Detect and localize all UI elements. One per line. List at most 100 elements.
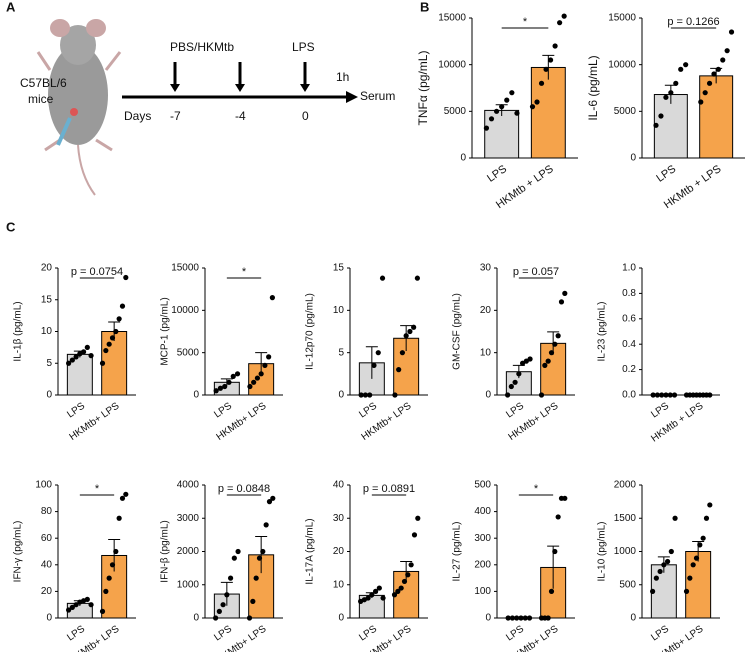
data-point [720, 57, 726, 63]
x-tick-label: LPS [65, 400, 87, 420]
mouse-illustration [36, 19, 122, 196]
data-point [661, 562, 667, 568]
data-point [119, 495, 126, 501]
data-point [509, 615, 516, 621]
data-point [653, 575, 659, 581]
data-point [250, 598, 256, 604]
x-tick-label: LPS [357, 623, 379, 643]
data-point [683, 62, 689, 68]
data-point [508, 383, 514, 390]
endpoint: Serum [360, 89, 395, 103]
error-bar [365, 346, 378, 379]
data-point [395, 588, 401, 595]
data-point [371, 362, 377, 368]
data-point [66, 360, 72, 366]
bar [530, 66, 566, 159]
data-point [254, 375, 261, 381]
y-tick-label: 10000 [438, 59, 466, 70]
y-axis-label: IL-10 (pg/mL) [597, 521, 608, 581]
data-point [375, 350, 381, 356]
significance-label: p = 0.1266 [667, 16, 719, 28]
data-point [380, 595, 386, 601]
y-tick-label: 400 [474, 506, 491, 517]
y-tick-label: 1500 [614, 513, 637, 524]
data-point [376, 585, 382, 591]
data-point [116, 316, 122, 322]
data-point [548, 588, 555, 595]
data-point [401, 578, 408, 585]
data-point [527, 356, 533, 362]
data-point [659, 392, 665, 398]
data-point [693, 555, 700, 561]
data-point [542, 362, 548, 368]
data-point [711, 71, 717, 77]
data-point [99, 360, 106, 366]
data-point [123, 491, 129, 497]
data-point [109, 562, 116, 568]
y-tick-label: 5000 [614, 106, 637, 117]
data-point [552, 548, 558, 555]
data-point [545, 358, 551, 364]
y-tick-label: 20 [41, 586, 53, 597]
y-tick-label: 10 [333, 579, 345, 590]
data-point [650, 588, 656, 595]
data-point [658, 113, 664, 119]
data-point [224, 592, 230, 598]
significance-label: * [242, 266, 247, 278]
data-point [88, 602, 94, 608]
data-point [698, 99, 704, 105]
data-point [391, 592, 398, 598]
data-point [558, 299, 565, 305]
y-tick-label: 0 [46, 390, 52, 401]
data-point [73, 602, 79, 608]
y-tick-label: 80 [41, 506, 53, 517]
data-point [217, 385, 224, 391]
y-tick-label: 0 [460, 153, 466, 164]
data-point [715, 66, 721, 72]
data-point [505, 615, 511, 621]
data-point [663, 392, 669, 398]
y-tick-label: 0 [193, 613, 199, 624]
data-point [247, 383, 253, 390]
day: -4 [235, 109, 246, 123]
y-tick-label: 15 [333, 263, 345, 274]
y-tick-label: 0 [46, 613, 52, 624]
y-tick-label: 40 [333, 480, 345, 491]
data-point [358, 392, 364, 398]
strain-note: mice [28, 92, 54, 106]
y-tick-label: 10000 [608, 59, 636, 70]
y-tick-label: 10000 [171, 305, 199, 316]
data-point [678, 66, 684, 72]
y-axis-label: IFN-β (pg/mL) [160, 520, 171, 582]
data-point [222, 383, 228, 390]
x-tick-label: LPS [654, 163, 678, 185]
data-point [260, 548, 266, 555]
significance-label: p = 0.0891 [363, 483, 415, 495]
data-point [367, 392, 373, 398]
data-point [414, 275, 420, 281]
data-point [362, 392, 369, 398]
y-tick-label: 40 [41, 559, 53, 570]
data-point [697, 542, 703, 548]
data-point [683, 588, 690, 595]
data-point [405, 572, 411, 578]
y-tick-label: 20 [41, 263, 53, 274]
data-point [399, 350, 406, 356]
significance-label: p = 0.0848 [218, 483, 270, 495]
y-tick-label: 20 [333, 546, 345, 557]
interval: 1h [336, 70, 349, 84]
data-point [663, 94, 669, 100]
y-tick-label: 60 [41, 533, 53, 544]
y-tick-label: 1.0 [622, 263, 636, 274]
data-point [552, 341, 558, 347]
error-bar [255, 352, 268, 375]
y-tick-label: 0 [338, 390, 344, 401]
y-tick-label: 1000 [614, 546, 637, 557]
y-tick-label: 15000 [608, 13, 636, 24]
arrowheads [170, 84, 358, 103]
data-point [403, 333, 409, 339]
data-point [84, 344, 90, 350]
data-point [379, 275, 386, 281]
data-point [516, 371, 522, 377]
y-tick-label: 0 [630, 153, 636, 164]
